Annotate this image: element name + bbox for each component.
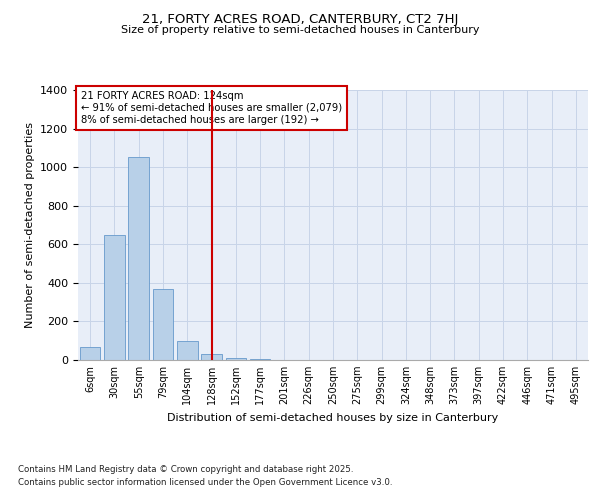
Text: 21, FORTY ACRES ROAD, CANTERBURY, CT2 7HJ: 21, FORTY ACRES ROAD, CANTERBURY, CT2 7H… [142, 12, 458, 26]
Text: 21 FORTY ACRES ROAD: 124sqm
← 91% of semi-detached houses are smaller (2,079)
8%: 21 FORTY ACRES ROAD: 124sqm ← 91% of sem… [80, 92, 341, 124]
Bar [250, 359, 271, 360]
Bar [201, 354, 222, 360]
Bar [152, 288, 173, 360]
Bar [80, 348, 100, 360]
Bar [177, 340, 197, 360]
Y-axis label: Number of semi-detached properties: Number of semi-detached properties [25, 122, 35, 328]
Bar [104, 234, 125, 360]
Bar [226, 358, 246, 360]
Text: Size of property relative to semi-detached houses in Canterbury: Size of property relative to semi-detach… [121, 25, 479, 35]
Bar [128, 158, 149, 360]
Text: Contains public sector information licensed under the Open Government Licence v3: Contains public sector information licen… [18, 478, 392, 487]
Text: Contains HM Land Registry data © Crown copyright and database right 2025.: Contains HM Land Registry data © Crown c… [18, 466, 353, 474]
X-axis label: Distribution of semi-detached houses by size in Canterbury: Distribution of semi-detached houses by … [167, 412, 499, 422]
